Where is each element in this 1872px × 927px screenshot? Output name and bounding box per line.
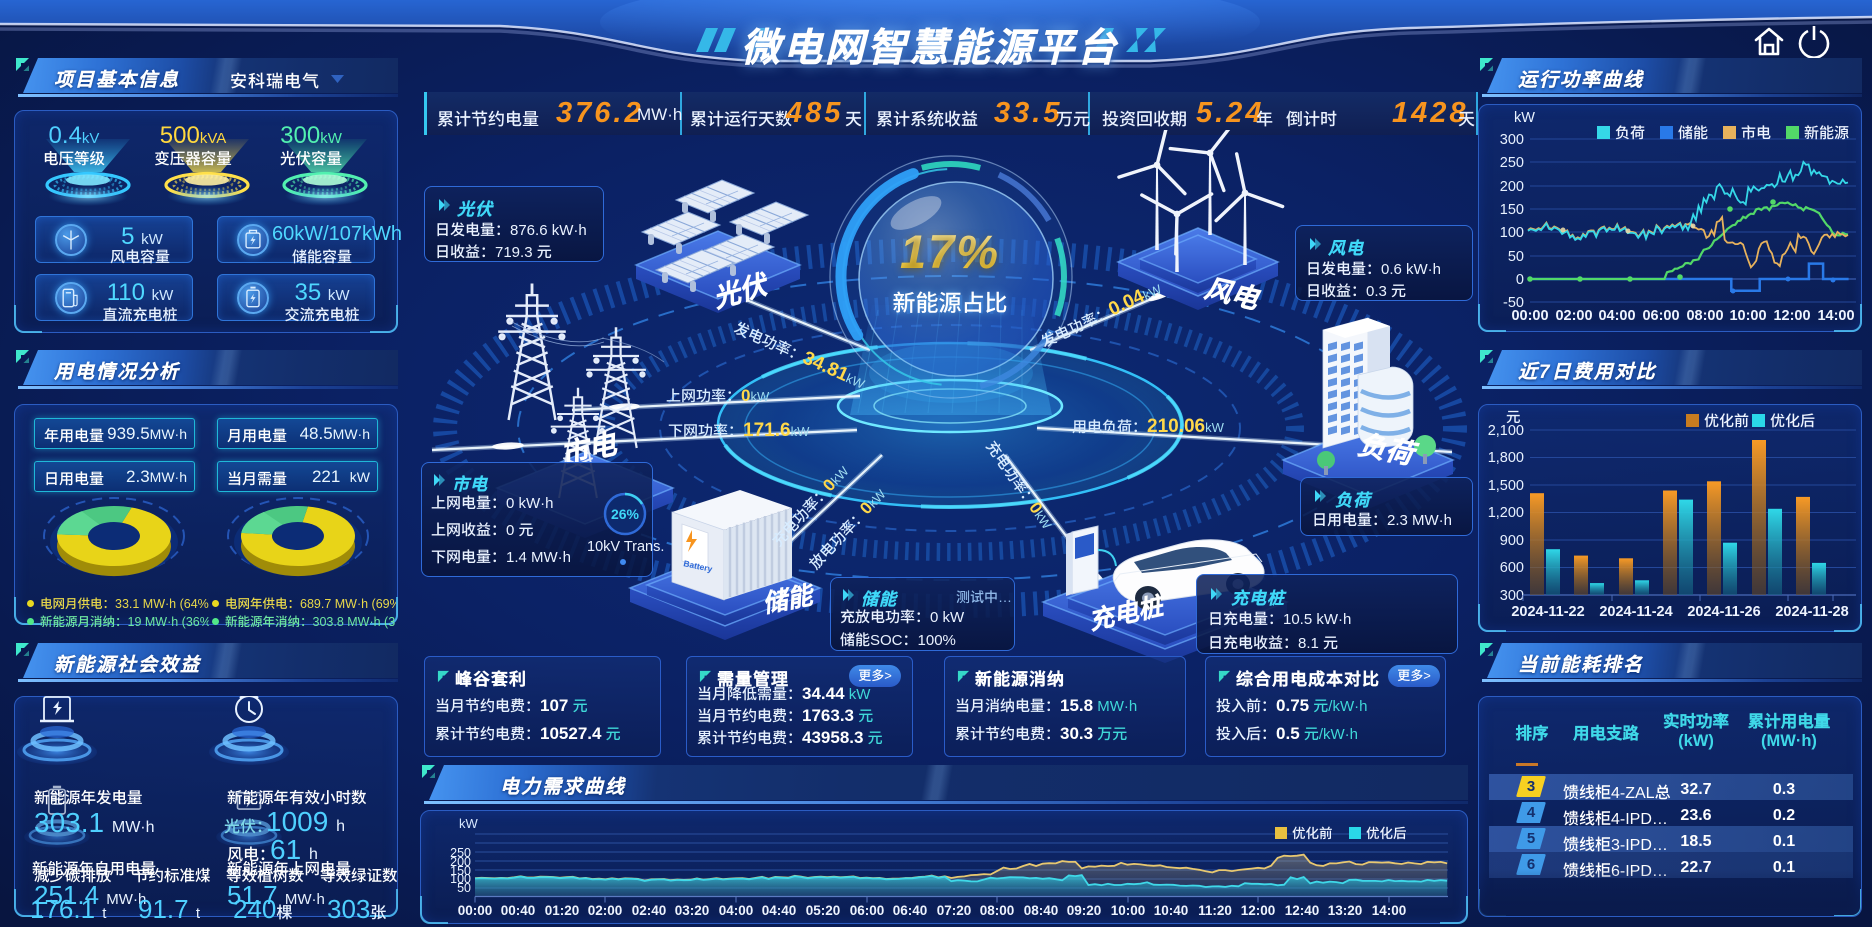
svg-text:03:20: 03:20 <box>675 903 710 918</box>
svg-text:00:00: 00:00 <box>1511 308 1548 324</box>
svg-text:-50: -50 <box>1503 295 1524 311</box>
svg-text:新能源: 新能源 <box>1804 125 1849 142</box>
svg-text:200: 200 <box>450 855 471 869</box>
svg-text:08:40: 08:40 <box>1024 903 1059 918</box>
svg-text:150: 150 <box>450 864 471 878</box>
svg-text:300: 300 <box>1500 588 1524 604</box>
svg-text:06:00: 06:00 <box>1642 308 1679 324</box>
svg-text:06:40: 06:40 <box>893 903 928 918</box>
svg-text:kW: kW <box>459 816 479 831</box>
svg-text:04:40: 04:40 <box>762 903 797 918</box>
svg-text:2,100: 2,100 <box>1488 423 1524 439</box>
svg-text:08:00: 08:00 <box>980 903 1015 918</box>
svg-text:04:00: 04:00 <box>1598 308 1635 324</box>
svg-text:300: 300 <box>1500 132 1524 148</box>
svg-text:09:20: 09:20 <box>1067 903 1102 918</box>
svg-text:负荷: 负荷 <box>1615 125 1645 142</box>
svg-text:02:40: 02:40 <box>632 903 667 918</box>
svg-text:02:00: 02:00 <box>588 903 623 918</box>
svg-text:14:00: 14:00 <box>1372 903 1407 918</box>
svg-text:kW: kW <box>1514 110 1535 126</box>
svg-text:00:40: 00:40 <box>501 903 536 918</box>
svg-text:50: 50 <box>457 881 471 895</box>
svg-text:00:00: 00:00 <box>458 903 493 918</box>
svg-text:1,500: 1,500 <box>1488 478 1524 494</box>
svg-text:12:00: 12:00 <box>1241 903 1276 918</box>
svg-text:02:00: 02:00 <box>1555 308 1592 324</box>
svg-text:12:40: 12:40 <box>1285 903 1320 918</box>
svg-text:01:20: 01:20 <box>545 903 580 918</box>
svg-text:10:00: 10:00 <box>1729 308 1766 324</box>
svg-text:市电: 市电 <box>1741 125 1771 142</box>
svg-text:200: 200 <box>1500 179 1524 195</box>
svg-text:2024-11-28: 2024-11-28 <box>1775 604 1848 620</box>
svg-text:250: 250 <box>1500 155 1524 171</box>
svg-text:05:20: 05:20 <box>806 903 841 918</box>
svg-text:600: 600 <box>1500 560 1524 576</box>
svg-text:1,800: 1,800 <box>1488 450 1524 466</box>
svg-text:1,200: 1,200 <box>1488 505 1524 521</box>
svg-text:12:00: 12:00 <box>1773 308 1810 324</box>
svg-text:13:20: 13:20 <box>1328 903 1363 918</box>
svg-text:14:00: 14:00 <box>1817 308 1854 324</box>
svg-text:储能: 储能 <box>1678 125 1708 142</box>
svg-text:07:20: 07:20 <box>937 903 972 918</box>
svg-text:11:20: 11:20 <box>1198 903 1232 918</box>
svg-text:26%: 26% <box>611 506 640 522</box>
svg-text:250: 250 <box>450 846 471 860</box>
svg-text:900: 900 <box>1500 533 1524 549</box>
svg-text:100: 100 <box>1500 225 1524 241</box>
svg-text:2024-11-24: 2024-11-24 <box>1599 604 1672 620</box>
svg-text:08:00: 08:00 <box>1686 308 1723 324</box>
svg-text:150: 150 <box>1500 202 1524 218</box>
svg-text:100: 100 <box>450 872 471 886</box>
svg-text:元: 元 <box>1506 410 1521 426</box>
svg-text:0: 0 <box>1516 272 1524 288</box>
svg-text:优化后: 优化后 <box>1770 413 1815 430</box>
svg-text:优化后: 优化后 <box>1366 826 1407 841</box>
svg-text:50: 50 <box>1508 249 1524 265</box>
svg-text:2024-11-22: 2024-11-22 <box>1511 604 1584 620</box>
svg-text:优化前: 优化前 <box>1292 826 1333 841</box>
svg-text:04:00: 04:00 <box>719 903 754 918</box>
svg-text:2024-11-26: 2024-11-26 <box>1687 604 1760 620</box>
svg-text:10:00: 10:00 <box>1111 903 1146 918</box>
svg-text:优化前: 优化前 <box>1704 413 1749 430</box>
svg-text:10:40: 10:40 <box>1154 903 1189 918</box>
svg-text:06:00: 06:00 <box>850 903 885 918</box>
